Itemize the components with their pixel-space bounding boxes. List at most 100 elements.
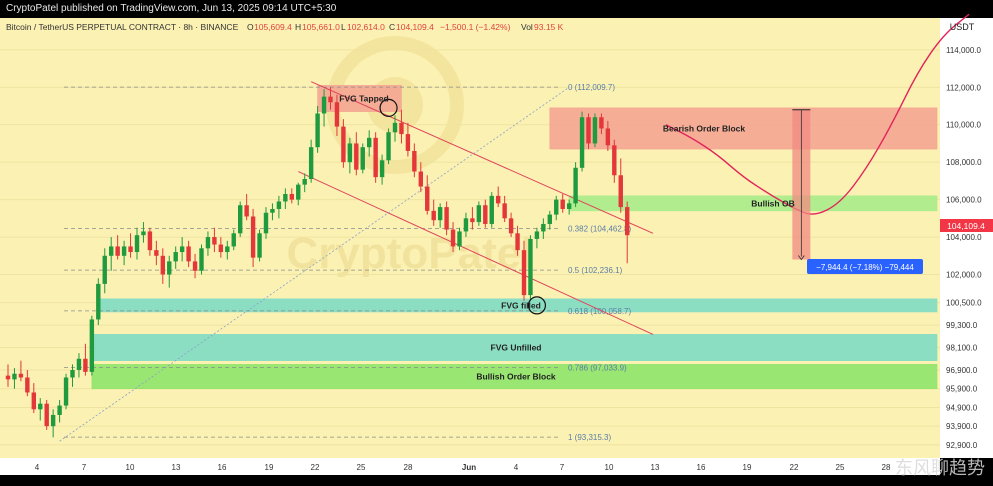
candle[interactable] — [44, 399, 49, 430]
candle[interactable] — [18, 360, 24, 382]
candle[interactable] — [354, 132, 359, 176]
candle[interactable] — [308, 139, 314, 183]
candle[interactable] — [347, 137, 353, 174]
price-axis[interactable] — [940, 18, 993, 458]
candle[interactable] — [444, 201, 449, 236]
candle[interactable] — [554, 195, 559, 221]
candle[interactable] — [625, 201, 630, 264]
candle[interactable] — [612, 139, 617, 183]
candle[interactable] — [476, 201, 482, 226]
candle[interactable] — [179, 237, 185, 262]
candle[interactable] — [470, 207, 475, 230]
candle[interactable] — [96, 278, 101, 326]
candle[interactable] — [205, 231, 211, 256]
candle[interactable] — [250, 208, 256, 268]
candle[interactable] — [276, 195, 282, 219]
candle[interactable] — [76, 353, 82, 378]
candle[interactable] — [431, 199, 436, 226]
candle[interactable] — [586, 113, 591, 150]
candle[interactable] — [399, 109, 404, 144]
candle[interactable] — [12, 368, 17, 389]
candle[interactable] — [160, 248, 165, 284]
candle[interactable] — [341, 119, 346, 168]
candle[interactable] — [392, 115, 398, 142]
candle[interactable] — [579, 111, 585, 172]
candle[interactable] — [128, 233, 133, 258]
candle[interactable] — [38, 398, 43, 421]
candle[interactable] — [296, 182, 301, 206]
candle[interactable] — [63, 373, 69, 410]
candle[interactable] — [270, 203, 275, 221]
candles[interactable] — [5, 87, 630, 438]
candle[interactable] — [360, 143, 365, 174]
candle[interactable] — [418, 162, 423, 193]
candle[interactable] — [463, 212, 469, 238]
candle[interactable] — [263, 207, 269, 239]
candle[interactable] — [83, 343, 88, 376]
candle[interactable] — [302, 173, 307, 193]
candle[interactable] — [437, 203, 443, 228]
candle[interactable] — [425, 175, 430, 215]
candle[interactable] — [257, 229, 262, 262]
candle[interactable] — [386, 128, 391, 165]
candle[interactable] — [121, 240, 127, 266]
candle[interactable] — [102, 248, 107, 294]
candle[interactable] — [167, 255, 172, 288]
candle[interactable] — [212, 227, 217, 253]
candle[interactable] — [412, 143, 417, 178]
candle[interactable] — [315, 106, 320, 153]
candle[interactable] — [57, 399, 62, 423]
candle[interactable] — [289, 188, 294, 204]
candle[interactable] — [528, 235, 533, 301]
candle[interactable] — [457, 227, 462, 251]
candle[interactable] — [605, 120, 611, 151]
candle[interactable] — [508, 212, 514, 238]
candle[interactable] — [502, 195, 507, 223]
candle[interactable] — [109, 237, 114, 271]
candle[interactable] — [547, 210, 552, 230]
currency-label[interactable]: USDT — [950, 22, 975, 32]
candle[interactable] — [515, 225, 520, 256]
candle[interactable] — [483, 199, 488, 228]
candle[interactable] — [231, 229, 236, 251]
candle[interactable] — [31, 383, 36, 414]
candle[interactable] — [25, 370, 30, 397]
candle[interactable] — [560, 194, 565, 213]
candle[interactable] — [238, 201, 243, 238]
candle[interactable] — [450, 222, 456, 253]
candle[interactable] — [134, 227, 140, 260]
candle[interactable] — [173, 246, 178, 269]
candle[interactable] — [244, 194, 249, 221]
candle[interactable] — [225, 240, 230, 260]
candle[interactable] — [541, 218, 546, 239]
candle[interactable] — [115, 235, 120, 260]
candle[interactable] — [154, 240, 159, 266]
candle[interactable] — [334, 94, 340, 136]
candle[interactable] — [489, 192, 494, 228]
candle[interactable] — [89, 315, 95, 376]
candle[interactable] — [147, 227, 153, 256]
candle[interactable] — [592, 113, 598, 148]
candle[interactable] — [534, 227, 540, 249]
candle[interactable] — [328, 87, 333, 110]
candle[interactable] — [70, 364, 75, 387]
candle[interactable] — [496, 186, 501, 208]
candle[interactable] — [405, 122, 411, 157]
candle[interactable] — [199, 244, 204, 275]
candle[interactable] — [373, 132, 378, 183]
candle[interactable] — [367, 130, 372, 157]
candle[interactable] — [141, 222, 146, 243]
candle[interactable] — [192, 253, 198, 279]
candle[interactable] — [5, 364, 11, 387]
candle[interactable] — [218, 237, 224, 258]
candle[interactable] — [566, 199, 572, 215]
candle[interactable] — [521, 240, 527, 301]
candle[interactable] — [618, 158, 623, 213]
candle[interactable] — [50, 409, 56, 438]
candle[interactable] — [283, 188, 288, 209]
candle[interactable] — [321, 89, 327, 127]
candle[interactable] — [186, 240, 191, 268]
candle[interactable] — [573, 162, 578, 208]
candle[interactable] — [379, 154, 385, 185]
